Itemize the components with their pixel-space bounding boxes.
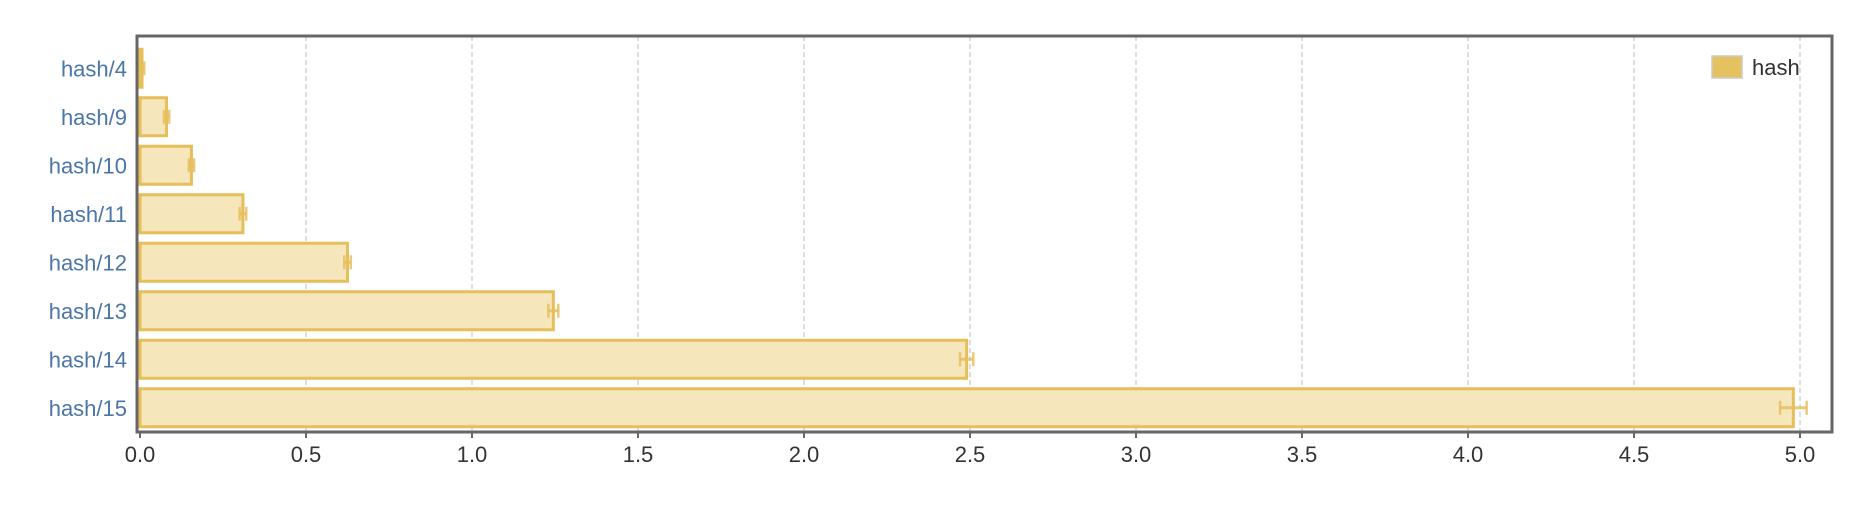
x-tick-label: 0.5	[291, 442, 322, 467]
category-label: hash/10	[49, 153, 127, 178]
error-bar	[958, 352, 975, 367]
category-label: hash/15	[49, 396, 127, 421]
error-bar	[547, 303, 560, 318]
error-bar	[137, 61, 146, 76]
x-tick-label: 4.0	[1453, 442, 1484, 467]
legend-swatch	[1711, 55, 1743, 79]
bar-hash-10	[138, 144, 193, 186]
category-label: hash/9	[61, 105, 127, 130]
x-tick-label: 3.5	[1287, 442, 1318, 467]
x-tick-label: 2.5	[955, 442, 986, 467]
bar-hash-12	[138, 241, 349, 283]
x-tick-label: 2.0	[789, 442, 820, 467]
error-bar	[1778, 400, 1808, 415]
legend-label: hash	[1752, 55, 1800, 80]
error-bar	[187, 158, 196, 173]
category-label: hash/12	[49, 250, 127, 275]
bars	[138, 47, 1795, 429]
error-bar	[238, 206, 248, 221]
bar-hash-15	[138, 387, 1795, 429]
error-bar	[162, 109, 171, 124]
bar-hash-11	[138, 193, 245, 235]
x-tick-label: 1.0	[457, 442, 488, 467]
x-tick-label: 5.0	[1785, 442, 1816, 467]
error-bars	[137, 61, 1808, 415]
plot-frame	[135, 34, 1834, 434]
x-tick-label: 1.5	[623, 442, 654, 467]
category-label: hash/14	[49, 347, 127, 372]
category-labels: hash/4 hash/9 hash/10 hash/11 hash/12 hash/13…	[49, 56, 127, 421]
category-label: hash/4	[61, 56, 127, 81]
error-bar	[342, 255, 353, 270]
category-label: hash/13	[49, 299, 127, 324]
x-tick-labels: 0.0 0.5 1.0 1.5 2.0 2.5 3.0 3.5 4.0 4.5 5.0	[125, 432, 1816, 467]
category-label: hash/11	[50, 202, 127, 227]
bar-hash-14	[138, 338, 969, 380]
bar-hash-13	[138, 290, 555, 332]
bar-hash-9	[138, 96, 169, 138]
legend: hash	[1711, 55, 1800, 80]
x-tick-label: 4.5	[1619, 442, 1650, 467]
x-tick-label: 0.0	[125, 442, 156, 467]
x-tick-label: 3.0	[1121, 442, 1152, 467]
